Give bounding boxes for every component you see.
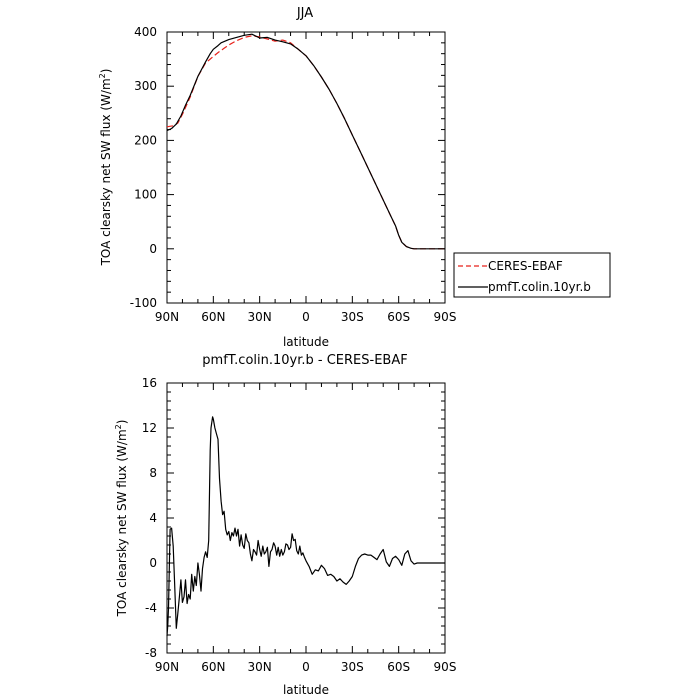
chart-jja: JJA 90N 60N 30N 0 30S 60S 90S -100 0 100 200 300 400… xyxy=(98,6,611,349)
x-tick-label: 30S xyxy=(341,660,364,674)
x-tick-label: 90N xyxy=(155,660,179,674)
y-tick-label: 200 xyxy=(134,133,157,147)
x-tick-label: 30N xyxy=(248,660,272,674)
axis-ticks: 90N 60N 30N 0 30S 60S 90S -100 0 100 200 300 400 xyxy=(130,25,457,324)
y-tick-label: 8 xyxy=(149,466,157,480)
x-tick-label: 30N xyxy=(248,310,272,324)
y-axis-label: TOA clearsky net SW flux (W/m2) xyxy=(114,420,129,618)
chart-title: JJA xyxy=(296,6,313,21)
series-line-difference xyxy=(166,416,445,637)
y-tick-label: 0 xyxy=(149,556,157,570)
x-axis-label: latitude xyxy=(283,335,329,349)
y-tick-label: -100 xyxy=(130,296,157,310)
x-tick-label: 90N xyxy=(155,310,179,324)
x-tick-label: 0 xyxy=(302,660,310,674)
legend: CERES-EBAF pmfT.colin.10yr.b xyxy=(453,252,611,298)
plot-frame xyxy=(166,31,446,304)
x-tick-label: 60N xyxy=(201,310,225,324)
y-tick-label: 100 xyxy=(134,188,157,202)
x-tick-label: 60S xyxy=(387,660,410,674)
legend-box xyxy=(453,252,611,298)
series-group xyxy=(166,416,445,637)
y-tick-label: 16 xyxy=(142,376,157,390)
x-axis-label: latitude xyxy=(283,683,329,697)
y-tick-label: 0 xyxy=(149,242,157,256)
x-tick-label: 0 xyxy=(302,310,310,324)
x-tick-label: 30S xyxy=(341,310,364,324)
chart-difference: pmfT.colin.10yr.b - CERES-EBAF 90N 60N 30N… xyxy=(114,353,456,697)
y-axis-label: TOA clearsky net SW flux (W/m2) xyxy=(98,69,113,267)
legend-label-pmft-colin: pmfT.colin.10yr.b xyxy=(488,280,591,294)
y-tick-label: -8 xyxy=(145,646,157,660)
x-tick-label: 90S xyxy=(434,660,457,674)
series-group xyxy=(166,33,445,250)
y-tick-label: 300 xyxy=(134,79,157,93)
y-tick-label: 4 xyxy=(149,511,157,525)
axis-ticks: 90N 60N 30N 0 30S 60S 90S -8 -4 0 4 8 12 16 xyxy=(142,376,457,674)
series-line-pmft-colin-10yr-b xyxy=(166,33,445,250)
y-tick-label: 400 xyxy=(134,25,157,39)
series-line-ceres-ebaf xyxy=(166,35,445,250)
x-tick-label: 60S xyxy=(387,310,410,324)
x-tick-label: 60N xyxy=(201,660,225,674)
y-tick-label: -4 xyxy=(145,601,157,615)
y-tick-label: 12 xyxy=(142,421,157,435)
chart-title: pmfT.colin.10yr.b - CERES-EBAF xyxy=(202,353,407,368)
x-tick-label: 90S xyxy=(434,310,457,324)
legend-label-ceres-ebaf: CERES-EBAF xyxy=(488,259,563,273)
